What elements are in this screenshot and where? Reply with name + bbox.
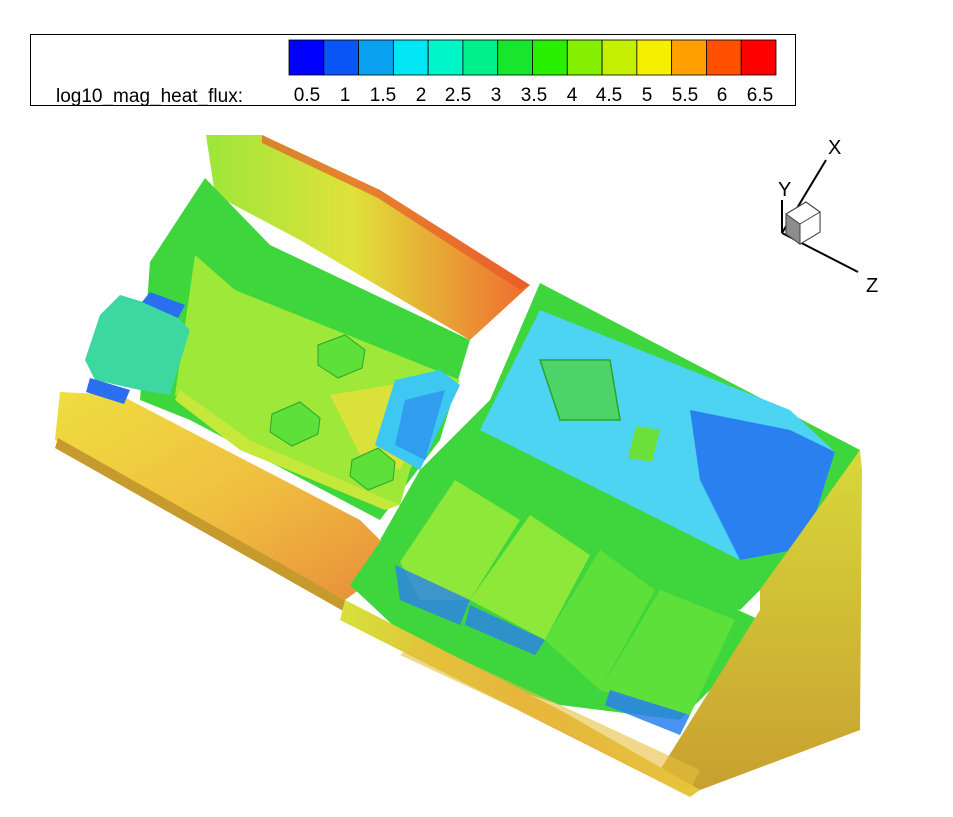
colorbar-tick: 5 [642, 85, 653, 106]
colorbar-tick: 5.5 [672, 85, 698, 106]
colorbar-tick: 1.5 [370, 85, 396, 106]
lower-wing-surface [55, 392, 400, 600]
colorbar [288, 39, 777, 76]
colorbar-tick: 3.5 [521, 85, 547, 106]
colorbar-swatch [671, 39, 707, 76]
block [349, 447, 396, 491]
colorbar-swatch [497, 39, 533, 76]
inlet-box [85, 295, 190, 395]
colorbar-tick: 6 [717, 85, 728, 106]
base-side-right [660, 450, 862, 790]
colorbar-swatch [462, 39, 499, 76]
axis-label-z: Z [866, 275, 878, 297]
lower-cavity-1 [400, 480, 520, 600]
colorbar-tick: 4.5 [596, 85, 622, 106]
legend-variable-label: log10_mag_heat_flux: [56, 86, 243, 107]
colorbar-swatch [392, 39, 429, 76]
colorbar-swatch [636, 39, 673, 76]
model-3d [55, 135, 862, 797]
colorbar-tick: 1 [340, 85, 351, 106]
colorbar-tick: 0.5 [294, 85, 320, 106]
axis-triad: X Y Z [778, 137, 878, 297]
colorbar-tick: 2 [416, 85, 427, 106]
lower-cavity-3 [545, 550, 655, 690]
right-cavity-cold-region [690, 410, 835, 560]
colorbar-tick: 4 [567, 85, 578, 106]
colorbar-tick: 3 [491, 85, 502, 106]
colorbar-swatch [288, 39, 325, 76]
colorbar-tick: 6.5 [747, 85, 773, 106]
colorbar-swatch [358, 39, 394, 76]
axis-label-x: X [828, 137, 841, 159]
upper-strip-surface [206, 135, 530, 340]
lower-cavity-2 [470, 515, 590, 640]
colorbar-swatch [566, 39, 603, 76]
axis-label-y: Y [778, 179, 791, 201]
block [269, 401, 321, 447]
colorbar-swatch [532, 39, 568, 76]
block [317, 334, 366, 379]
colorbar-swatch [601, 39, 638, 76]
colorbar-tick: 2.5 [445, 85, 471, 106]
lower-cavity-4 [600, 590, 735, 715]
colorbar-ticks: 0.5 1 1.5 2 2.5 3 3.5 4 4.5 5 5.5 6 6.5 [294, 85, 773, 106]
colorbar-swatch [427, 39, 464, 76]
colorbar-swatch [323, 39, 359, 76]
colorbar-swatch [706, 39, 742, 76]
colorbar-swatch [740, 39, 777, 76]
